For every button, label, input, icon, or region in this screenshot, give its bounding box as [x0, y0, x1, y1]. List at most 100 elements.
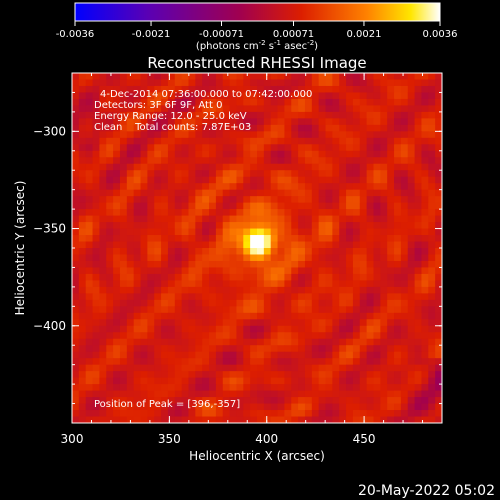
heatmap-cell	[414, 73, 422, 80]
heatmap-cell	[263, 312, 272, 320]
heatmap-cell	[352, 150, 361, 158]
heatmap-cell	[222, 111, 231, 119]
heatmap-cell	[126, 332, 135, 340]
heatmap-cell	[352, 338, 361, 346]
heatmap-cell	[188, 79, 196, 87]
heatmap-cell	[387, 325, 395, 333]
heatmap-cell	[209, 358, 217, 366]
heatmap-cell	[147, 209, 155, 217]
heatmap-cell	[147, 183, 155, 191]
heatmap-cell	[222, 98, 231, 106]
heatmap-cell	[394, 345, 402, 353]
heatmap-cell	[270, 131, 279, 139]
heatmap-cell	[195, 358, 203, 366]
heatmap-cell	[250, 241, 258, 249]
heatmap-cell	[352, 73, 361, 80]
heatmap-cell	[387, 397, 395, 405]
heatmap-cell	[325, 280, 333, 288]
heatmap-cell	[277, 397, 285, 405]
heatmap-cell	[72, 319, 80, 327]
heatmap-cell	[270, 248, 279, 255]
heatmap-cell	[106, 170, 114, 178]
heatmap-cell	[195, 150, 203, 158]
heatmap-cell	[373, 163, 381, 171]
heatmap-cell	[257, 228, 265, 236]
heatmap-cell	[359, 73, 368, 80]
heatmap-cell	[400, 248, 409, 255]
heatmap-cell	[243, 248, 251, 255]
heatmap-cell	[311, 222, 320, 230]
heatmap-cell	[332, 325, 340, 333]
heatmap-cell	[257, 85, 265, 93]
heatmap-cell	[421, 293, 429, 301]
heatmap-cell	[435, 73, 442, 80]
heatmap-cell	[140, 209, 148, 217]
heatmap-cell	[257, 371, 265, 379]
heatmap-cell	[99, 222, 107, 230]
heatmap-cell	[229, 105, 237, 113]
heatmap-cell	[154, 319, 162, 327]
heatmap-cell	[284, 371, 292, 379]
x-tick-label: 400	[255, 432, 278, 446]
heatmap-cell	[435, 312, 442, 320]
heatmap-cell	[277, 124, 285, 132]
heatmap-cell	[352, 209, 361, 217]
heatmap-cell	[277, 273, 285, 281]
heatmap-cell	[72, 98, 80, 106]
heatmap-cell	[421, 228, 429, 236]
heatmap-cell	[400, 293, 409, 301]
heatmap-cell	[318, 410, 327, 418]
heatmap-cell	[72, 254, 80, 262]
heatmap-cell	[140, 85, 148, 93]
heatmap-cell	[414, 111, 422, 119]
heatmap-cell	[270, 371, 279, 379]
heatmap-cell	[291, 241, 299, 249]
heatmap-cell	[291, 92, 299, 100]
heatmap-cell	[222, 241, 231, 249]
heatmap-cell	[414, 390, 422, 398]
heatmap-cell	[202, 312, 210, 320]
heatmap-cell	[119, 273, 128, 281]
y-tick-label: −400	[33, 319, 66, 333]
heatmap-cell	[161, 293, 169, 301]
heatmap-cell	[428, 222, 436, 230]
heatmap-cell	[85, 403, 94, 411]
heatmap-cell	[366, 319, 374, 327]
heatmap-cell	[387, 228, 395, 236]
heatmap-cell	[421, 163, 429, 171]
heatmap-cell	[311, 196, 320, 204]
heatmap-cell	[407, 196, 416, 204]
heatmap-cell	[325, 241, 333, 249]
heatmap-cell	[209, 92, 217, 100]
heatmap-cell	[147, 260, 155, 268]
heatmap-cell	[209, 202, 217, 210]
heatmap-cell	[387, 73, 395, 80]
heatmap-cell	[188, 364, 196, 372]
heatmap-cell	[380, 306, 388, 314]
heatmap-cell	[284, 306, 292, 314]
heatmap-cell	[359, 403, 368, 411]
heatmap-cell	[113, 137, 121, 145]
heatmap-cell	[133, 183, 142, 191]
heatmap-cell	[181, 131, 189, 139]
heatmap-cell	[380, 85, 388, 93]
heatmap-cell	[92, 183, 100, 191]
heatmap-cell	[291, 338, 299, 346]
heatmap-cell	[243, 215, 251, 223]
heatmap-cell	[277, 79, 285, 87]
heatmap-cell	[380, 118, 388, 126]
heatmap-cell	[99, 416, 107, 423]
heatmap-cell	[311, 92, 320, 100]
heatmap-cell	[92, 273, 100, 281]
heatmap-cell	[250, 254, 258, 262]
heatmap-cell	[113, 319, 121, 327]
heatmap-cell	[99, 364, 107, 372]
heatmap-cell	[284, 98, 292, 106]
heatmap-cell	[263, 209, 272, 217]
heatmap-cell	[332, 111, 340, 119]
heatmap-cell	[215, 403, 224, 411]
heatmap-cell	[421, 267, 429, 275]
heatmap-cell	[72, 215, 80, 223]
heatmap-cell	[229, 332, 237, 340]
heatmap-cell	[222, 189, 231, 197]
